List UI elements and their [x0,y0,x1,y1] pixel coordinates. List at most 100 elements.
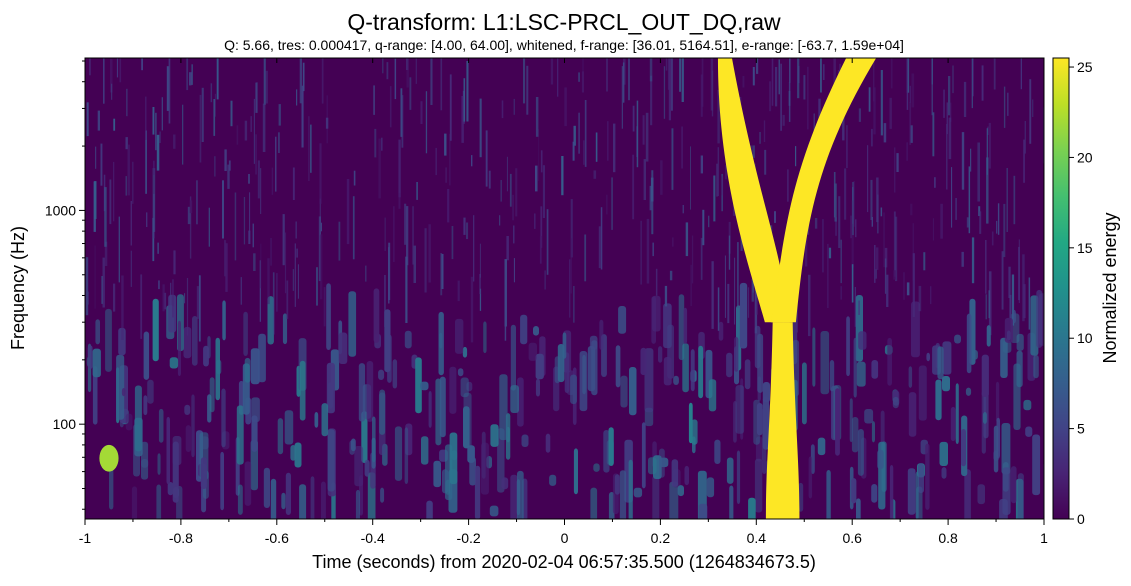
noise-streak [166,66,170,111]
noise-streak [546,209,549,275]
noise-streak [717,89,720,144]
spectrogram [85,58,1044,519]
noise-streak [314,412,319,428]
noise-streak [101,276,103,304]
noise-streak [265,70,268,104]
noise-streak [613,123,616,173]
noise-streak [146,212,148,227]
noise-streak [252,223,254,248]
colorbar-tick-label: 25 [1077,59,1093,75]
noise-streak [381,137,383,151]
noise-streak [855,219,857,238]
noise-streak [728,235,731,270]
noise-streak [600,207,603,270]
noise-streak [782,114,785,126]
noise-streak [870,179,873,220]
noise-streak [168,58,171,124]
noise-streak [141,441,149,480]
noise-streak [757,333,764,393]
noise-streak [321,58,324,104]
noise-streak [299,360,306,421]
noise-streak [926,352,930,362]
noise-streak [858,331,867,350]
noise-streak [988,122,991,169]
noise-streak [838,196,841,248]
noise-streak [104,241,108,266]
noise-streak [296,89,298,106]
noise-streak [270,238,272,266]
noise-streak [570,199,573,258]
noise-streak [710,58,714,111]
noise-streak [533,326,539,336]
noise-streak [420,381,429,391]
noise-streak [485,130,488,187]
noise-streak [513,225,515,244]
noise-streak [463,78,466,122]
chart-subtitle: Q: 5.66, tres: 0.000417, q-range: [4.00,… [224,37,904,53]
noise-streak [952,65,954,94]
noise-streak [201,87,204,142]
noise-streak [351,438,356,452]
noise-streak [1036,289,1043,348]
noise-streak [1000,337,1008,378]
noise-streak [131,486,138,519]
noise-streak [94,245,96,309]
noise-streak [993,58,996,90]
noise-streak [415,58,417,84]
noise-streak [263,467,270,508]
noise-streak [276,273,278,312]
noise-streak [310,124,312,173]
noise-streak [977,484,985,505]
noise-streak [346,179,350,245]
noise-streak [214,156,216,177]
noise-streak [373,288,380,343]
noise-streak [570,374,577,404]
noise-streak [822,219,824,273]
noise-streak [285,472,291,515]
noise-streak [259,260,261,322]
noise-streak [490,424,499,447]
noise-streak [648,457,657,475]
noise-streak [497,428,505,493]
noise-streak [203,345,209,367]
noise-streak [1023,284,1026,319]
noise-streak [526,65,529,115]
noise-streak [461,96,464,143]
noise-streak [644,407,654,427]
noise-streak [718,321,724,341]
noise-streak [893,211,896,277]
noise-streak [463,406,470,449]
noise-streak [157,453,161,475]
noise-streak [851,417,859,453]
noise-streak [401,95,404,148]
noise-streak [1001,423,1011,475]
noise-streak [365,265,367,282]
noise-streak [645,112,649,162]
noise-streak [424,228,427,293]
noise-streak [384,217,386,251]
noise-streak [389,86,392,128]
noise-streak [663,357,672,386]
noise-streak [940,203,943,239]
noise-streak [173,250,176,275]
noise-streak [817,437,826,456]
noise-streak [985,240,987,294]
noise-streak [1017,473,1024,519]
x-tick-label: 0.8 [938,530,958,546]
noise-streak [86,102,89,137]
noise-streak [158,408,164,443]
noise-streak [186,58,189,91]
noise-streak [237,484,243,515]
noise-streak [742,76,745,88]
noise-streak [308,116,310,181]
noise-streak [632,154,635,220]
noise-streak [125,413,133,431]
noise-streak [1003,203,1006,258]
noise-streak [664,285,668,307]
noise-streak [394,58,397,100]
noise-streak [981,65,984,101]
noise-streak [856,498,861,519]
noise-streak [415,357,422,414]
noise-streak [835,217,837,236]
noise-streak [988,271,992,336]
